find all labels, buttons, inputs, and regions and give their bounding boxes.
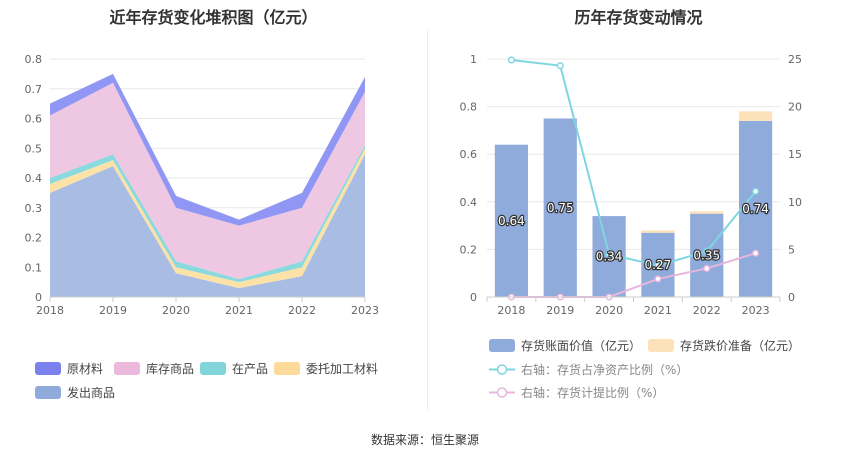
legend-swatch <box>489 339 515 352</box>
line-point <box>752 249 760 257</box>
y-tick-label: 0.2 <box>460 243 478 256</box>
line-point <box>703 264 711 272</box>
area-series-3 <box>50 82 365 280</box>
x-tick-label: 2022 <box>693 304 721 317</box>
legend-item-processing-materials[interactable]: 委托加工材料 <box>274 360 378 377</box>
y-tick-label: 0.4 <box>460 196 478 209</box>
bar-data-label: 0.34 <box>596 250 623 264</box>
x-tick-label: 2021 <box>644 304 672 317</box>
right-chart-title: 历年存货变动情况 <box>574 8 703 27</box>
legend-label: 库存商品 <box>146 362 195 376</box>
y-tick-label: 0.6 <box>460 148 478 161</box>
legend-swatch <box>200 362 226 375</box>
legend-item-net-asset-ratio[interactable]: 右轴：存货占净资产比例（%） <box>489 361 688 378</box>
chart-divider <box>427 30 428 410</box>
y2-tick-label: 10 <box>788 196 802 209</box>
stacked-area-chart: 0 0.1 0.2 0.3 0.4 0.5 0.6 0.7 0.8 2018 2019 2020 202… <box>25 53 380 317</box>
legend-label: 右轴：存货计提比例（%） <box>521 386 665 400</box>
legend-label: 发出商品 <box>67 386 116 400</box>
y-tick-label: 0.2 <box>25 232 43 245</box>
legend-item-impairment[interactable]: 存货跌价准备（亿元） <box>648 337 800 354</box>
bar-data-label: 0.35 <box>693 248 720 262</box>
bar-data-label: 0.64 <box>498 214 525 228</box>
legend-label: 右轴：存货占净资产比例（%） <box>521 363 689 377</box>
legend-label: 原材料 <box>67 362 104 376</box>
legend-line-swatch <box>489 363 515 376</box>
y2-tick-label: 5 <box>788 243 795 256</box>
y-tick-label: 0.8 <box>460 101 478 114</box>
y-tick-label: 0.8 <box>25 53 43 66</box>
legend-item-work-in-progress[interactable]: 在产品 <box>200 360 268 377</box>
legend-label: 委托加工材料 <box>306 362 379 376</box>
legend-item-book-value[interactable]: 存货账面价值（亿元） <box>489 337 641 354</box>
y2-tick-label: 25 <box>788 53 802 66</box>
legend-swatch <box>35 386 61 399</box>
y-tick-label: 0.6 <box>25 113 43 126</box>
y-tick-label: 1 <box>470 53 477 66</box>
line-point <box>556 62 564 70</box>
x-tick-label: 2020 <box>595 304 623 317</box>
legend-item-finished-goods[interactable]: 库存商品 <box>114 360 194 377</box>
inventory-bar-line-chart: 00.20.40.60.8105101520250.640.750.340.27… <box>460 53 803 317</box>
bar-data-label: 0.74 <box>742 202 769 216</box>
left-chart-title: 近年存货变化堆积图（亿元） <box>109 8 318 27</box>
x-tick-label: 2019 <box>99 304 127 317</box>
x-tick-label: 2023 <box>351 304 379 317</box>
legend-swatch <box>35 362 61 375</box>
y-tick-label: 0.5 <box>25 142 43 155</box>
y-tick-label: 0.1 <box>25 261 43 274</box>
bar-book-value <box>738 120 773 297</box>
y2-tick-label: 0 <box>788 291 795 304</box>
line-point <box>703 247 711 255</box>
legend-item-goods-shipped[interactable]: 发出商品 <box>35 384 115 401</box>
line-point <box>752 187 760 195</box>
legend-swatch <box>114 362 140 375</box>
data-source: 数据来源：恒生聚源 <box>370 433 479 447</box>
x-tick-label: 2022 <box>288 304 316 317</box>
y2-tick-label: 15 <box>788 148 802 161</box>
legend-label: 存货账面价值（亿元） <box>521 339 642 353</box>
line-point <box>507 56 515 64</box>
y-tick-label: 0.4 <box>25 172 43 185</box>
legend-label: 存货跌价准备（亿元） <box>680 339 801 353</box>
legend-label: 在产品 <box>232 362 269 376</box>
area-series-0 <box>50 154 365 297</box>
legend-item-raw-material[interactable]: 原材料 <box>35 360 103 377</box>
x-tick-label: 2018 <box>497 304 525 317</box>
bar-data-label: 0.27 <box>645 258 672 272</box>
area-series-4 <box>50 73 365 226</box>
bar-impairment <box>738 111 773 121</box>
line-point <box>654 275 662 283</box>
legend-line-swatch <box>489 386 515 399</box>
y-tick-label: 0 <box>35 291 42 304</box>
x-tick-label: 2019 <box>546 304 574 317</box>
y-tick-label: 0.7 <box>25 83 43 96</box>
y-tick-label: 0 <box>470 291 477 304</box>
x-tick-label: 2023 <box>742 304 770 317</box>
x-tick-label: 2021 <box>225 304 253 317</box>
legend-swatch <box>274 362 300 375</box>
line-point <box>654 262 662 270</box>
bar-impairment <box>690 211 724 214</box>
bar-impairment <box>641 230 675 233</box>
line-series-0 <box>511 58 757 267</box>
y-tick-label: 0.3 <box>25 202 43 215</box>
legend-swatch <box>648 339 674 352</box>
bar-book-value <box>543 118 577 297</box>
bar-book-value <box>494 144 529 297</box>
bar-data-label: 0.75 <box>547 201 574 215</box>
legend-item-provision-ratio[interactable]: 右轴：存货计提比例（%） <box>489 384 664 401</box>
x-tick-label: 2018 <box>36 304 64 317</box>
line-point <box>605 250 613 258</box>
x-tick-label: 2020 <box>162 304 190 317</box>
y2-tick-label: 20 <box>788 101 802 114</box>
